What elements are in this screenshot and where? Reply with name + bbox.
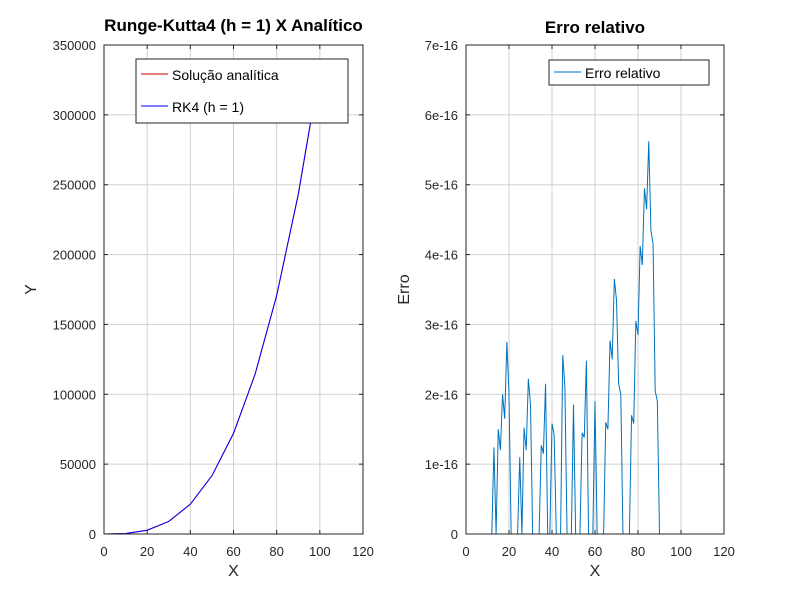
y-tick-label: 150000 (53, 317, 96, 332)
legend-label: RK4 (h = 1) (172, 99, 244, 115)
y-tick-label: 6e-16 (425, 108, 458, 123)
y-axis-label: Erro (396, 274, 413, 304)
x-axis-label: X (228, 563, 239, 580)
series-line-1 (468, 141, 681, 534)
y-tick-label: 1e-16 (425, 457, 458, 472)
legend-label: Erro relativo (585, 65, 661, 81)
x-tick-label: 80 (269, 544, 283, 559)
y-tick-label: 50000 (60, 457, 96, 472)
y-tick-label: 3e-16 (425, 317, 458, 332)
x-tick-label: 20 (140, 544, 154, 559)
y-tick-label: 0 (89, 527, 96, 542)
chart-title: Erro relativo (545, 18, 645, 37)
x-tick-label: 60 (588, 544, 602, 559)
chart-2: 0 20 40 60 80 100 120 0 1e-16 2e-16 3e-16 4e-16 5e-1… (396, 18, 735, 580)
y-tick-label: 5e-16 (425, 178, 458, 193)
y-tick-label: 100000 (53, 387, 96, 402)
legend-label: Solução analítica (172, 67, 279, 83)
y-tick-label: 300000 (53, 108, 96, 123)
x-tick-label: 0 (100, 544, 107, 559)
x-tick-label: 20 (502, 544, 516, 559)
series-line-2 (104, 68, 321, 534)
legend: Erro relativo (548, 59, 710, 86)
x-tick-label: 80 (631, 544, 645, 559)
chart-1: 0 20 40 60 80 100 120 0 50000 100000 150000 200000 2… (23, 16, 374, 580)
x-tick-label: 120 (352, 544, 374, 559)
x-tick-label: 100 (309, 544, 331, 559)
x-tick-label: 40 (183, 544, 197, 559)
y-tick-label: 250000 (53, 178, 96, 193)
y-tick-label: 7e-16 (425, 38, 458, 53)
x-tick-label: 0 (462, 544, 469, 559)
y-tick-label: 0 (451, 527, 458, 542)
y-axis-label: Y (23, 284, 40, 295)
y-tick-label: 4e-16 (425, 248, 458, 263)
y-tick-label: 2e-16 (425, 387, 458, 402)
x-tick-label: 100 (670, 544, 692, 559)
legend: Solução analítica RK4 (h = 1) (135, 58, 349, 124)
legend-box (135, 58, 349, 124)
y-tick-label: 200000 (53, 248, 96, 263)
x-axis-label: X (590, 563, 601, 580)
x-tick-label: 40 (545, 544, 559, 559)
x-tick-label: 60 (226, 544, 240, 559)
x-tick-label: 120 (713, 544, 735, 559)
chart-title: Runge-Kutta4 (h = 1) X Analítico (104, 16, 363, 35)
y-tick-label: 350000 (53, 38, 96, 53)
